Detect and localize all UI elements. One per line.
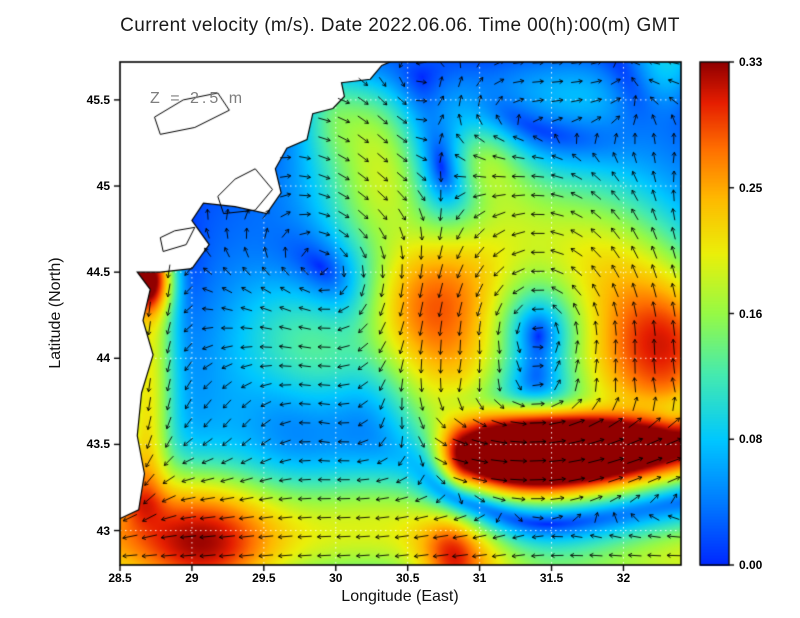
colorbar-tick-label: 0.33 — [739, 55, 763, 69]
y-axis-label: Latitude (North) — [47, 257, 64, 369]
y-tick-label: 44 — [96, 351, 110, 366]
x-tick-label: 28.5 — [108, 571, 132, 585]
y-tick-label: 45 — [96, 179, 110, 194]
x-tick-label: 31.5 — [539, 571, 564, 585]
colorbar-tick-label: 0.08 — [739, 432, 763, 447]
x-tick-label: 30 — [329, 571, 343, 585]
colorbar-tick-label: 0.00 — [739, 558, 763, 572]
chart-title: Current velocity (m/s). Date 2022.06.06.… — [120, 15, 680, 36]
x-tick-label: 30.5 — [396, 571, 420, 585]
y-tick-label: 44.5 — [86, 265, 110, 280]
depth-annotation: Z = 2.5 m — [150, 90, 246, 107]
x-tick-label: 31 — [472, 571, 487, 585]
y-tick-label: 43 — [96, 523, 110, 538]
colorbar-tick-label: 0.16 — [739, 306, 763, 321]
y-tick-label: 45.5 — [86, 92, 110, 107]
x-tick-label: 32 — [616, 571, 631, 585]
x-tick-label: 29 — [185, 571, 199, 585]
x-tick-label: 29.5 — [252, 571, 276, 585]
x-axis-label: Longitude (East) — [341, 588, 459, 605]
colorbar-tick-label: 0.25 — [739, 180, 763, 195]
y-tick-label: 43.5 — [86, 437, 110, 452]
